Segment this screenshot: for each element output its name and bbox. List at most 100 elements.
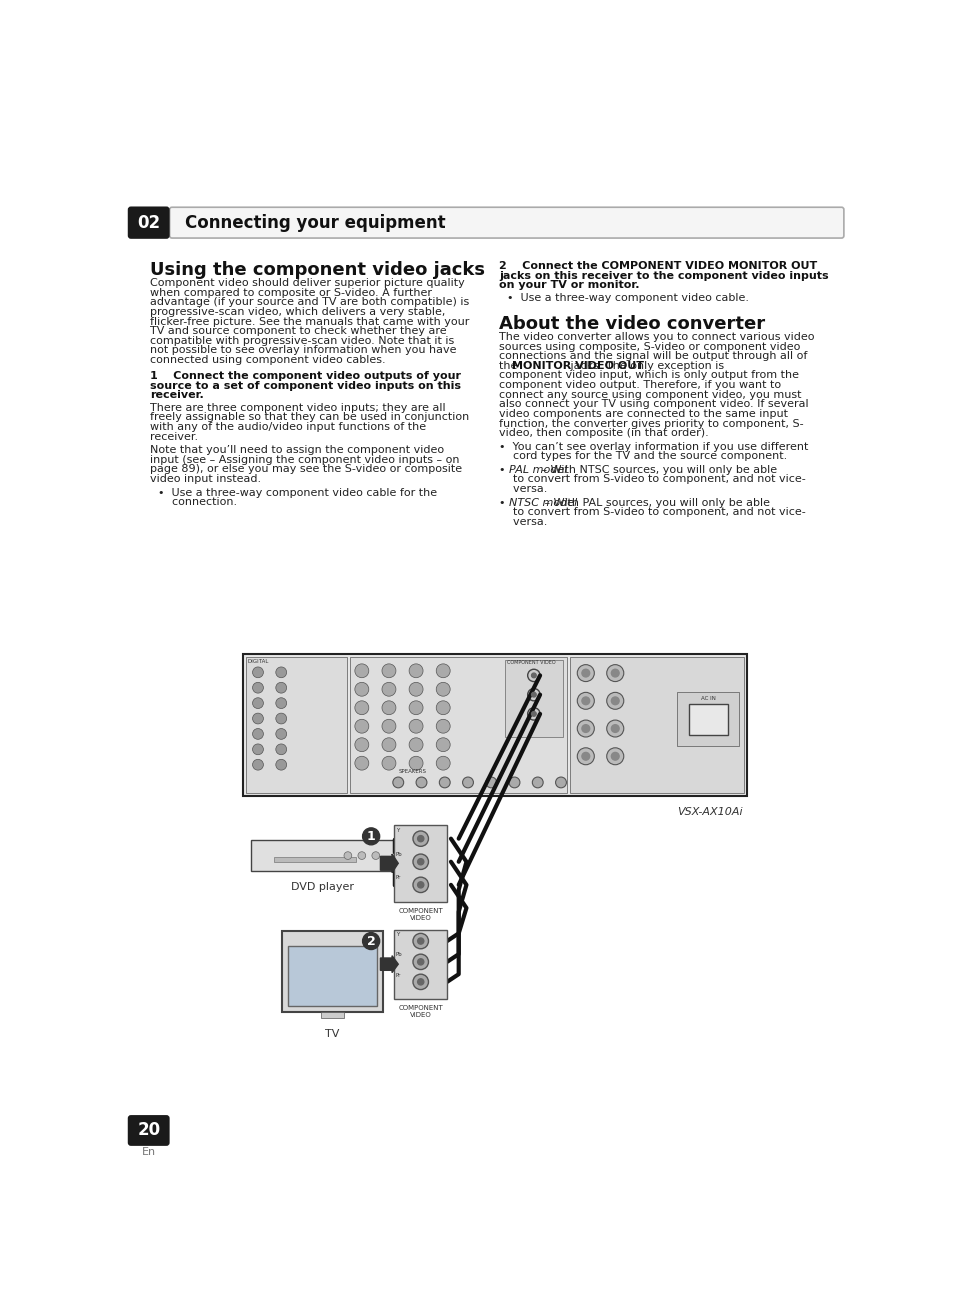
Text: AC IN: AC IN — [700, 696, 715, 701]
Text: Y: Y — [395, 931, 398, 937]
Text: •: • — [498, 498, 512, 507]
Circle shape — [381, 738, 395, 752]
Circle shape — [413, 933, 428, 948]
FancyArrow shape — [380, 854, 397, 872]
Text: connect any source using component video, you must: connect any source using component video… — [498, 390, 801, 400]
Circle shape — [417, 979, 423, 985]
Text: En: En — [141, 1148, 155, 1157]
Text: Pr: Pr — [395, 973, 401, 979]
Circle shape — [462, 777, 473, 787]
Bar — [282, 931, 382, 1011]
Text: the: the — [498, 360, 520, 371]
Circle shape — [413, 831, 428, 846]
Circle shape — [531, 693, 536, 697]
Text: – With NTSC sources, you will only be able: – With NTSC sources, you will only be ab… — [537, 465, 776, 474]
Circle shape — [417, 938, 423, 945]
Circle shape — [577, 748, 594, 765]
Text: receiver.: receiver. — [150, 432, 198, 441]
FancyBboxPatch shape — [128, 207, 170, 238]
Bar — [505, 660, 562, 738]
Text: sources using composite, S-video or component video: sources using composite, S-video or comp… — [498, 342, 800, 351]
Text: 2: 2 — [366, 934, 375, 947]
Circle shape — [509, 777, 519, 787]
Bar — [288, 946, 376, 1006]
Bar — [246, 656, 347, 794]
Circle shape — [253, 713, 263, 724]
Circle shape — [409, 719, 422, 734]
Circle shape — [275, 728, 286, 739]
Text: input (see – Assigning the component video inputs – on: input (see – Assigning the component vid… — [150, 455, 459, 465]
Circle shape — [381, 683, 395, 696]
Circle shape — [416, 777, 427, 787]
Text: NTSC model: NTSC model — [508, 498, 577, 507]
Circle shape — [417, 959, 423, 965]
Circle shape — [362, 933, 379, 950]
Circle shape — [555, 777, 566, 787]
Text: Note that you’ll need to assign the component video: Note that you’ll need to assign the comp… — [150, 445, 444, 455]
Circle shape — [372, 852, 379, 859]
Text: Pb: Pb — [395, 852, 402, 857]
Circle shape — [417, 836, 423, 842]
Text: flicker-free picture. See the manuals that came with your: flicker-free picture. See the manuals th… — [150, 317, 469, 326]
Circle shape — [606, 693, 623, 709]
Circle shape — [355, 664, 369, 677]
Text: cord types for the TV and the source component.: cord types for the TV and the source com… — [498, 452, 786, 461]
Text: page 89), or else you may see the S-video or composite: page 89), or else you may see the S-vide… — [150, 465, 462, 474]
Text: 1    Connect the component video outputs of your: 1 Connect the component video outputs of… — [150, 371, 460, 381]
Text: component video input, which is only output from the: component video input, which is only out… — [498, 371, 799, 380]
Text: versa.: versa. — [498, 485, 547, 494]
Text: Component video should deliver superior picture quality: Component video should deliver superior … — [150, 278, 464, 288]
Bar — [350, 656, 567, 794]
Text: function, the converter gives priority to component, S-: function, the converter gives priority t… — [498, 419, 802, 428]
Circle shape — [581, 724, 589, 732]
Circle shape — [581, 669, 589, 677]
Circle shape — [409, 683, 422, 696]
Bar — [251, 840, 394, 871]
Bar — [320, 1011, 344, 1018]
Text: progressive-scan video, which delivers a very stable,: progressive-scan video, which delivers a… — [150, 307, 445, 317]
Text: TV: TV — [325, 1028, 339, 1039]
Bar — [688, 703, 727, 735]
Circle shape — [355, 738, 369, 752]
Circle shape — [275, 713, 286, 724]
Bar — [394, 825, 447, 901]
Text: freely assignable so that they can be used in conjunction: freely assignable so that they can be us… — [150, 413, 469, 422]
Text: SPEAKERS: SPEAKERS — [397, 769, 426, 774]
Circle shape — [485, 777, 497, 787]
Circle shape — [611, 669, 618, 677]
Text: jacks on this receiver to the component video inputs: jacks on this receiver to the component … — [498, 271, 828, 280]
Circle shape — [527, 707, 539, 721]
Text: COMPONENT
VIDEO: COMPONENT VIDEO — [398, 908, 442, 921]
Bar — [274, 857, 355, 862]
Circle shape — [436, 664, 450, 677]
Text: connection.: connection. — [158, 498, 237, 507]
Bar — [243, 654, 746, 796]
Circle shape — [436, 683, 450, 696]
Circle shape — [436, 701, 450, 715]
Text: component video output. Therefore, if you want to: component video output. Therefore, if yo… — [498, 380, 781, 390]
Circle shape — [413, 854, 428, 870]
Bar — [570, 656, 743, 794]
Circle shape — [409, 664, 422, 677]
Circle shape — [436, 719, 450, 734]
Text: Using the component video jacks: Using the component video jacks — [150, 261, 485, 279]
Circle shape — [381, 756, 395, 770]
Text: compatible with progressive-scan video. Note that it is: compatible with progressive-scan video. … — [150, 335, 454, 346]
Circle shape — [253, 667, 263, 677]
Text: Y: Y — [395, 828, 398, 833]
Text: 1: 1 — [366, 829, 375, 842]
Text: There are three component video inputs; they are all: There are three component video inputs; … — [150, 403, 445, 413]
Text: DVD player: DVD player — [291, 882, 354, 892]
Text: connections and the signal will be output through all of: connections and the signal will be outpu… — [498, 351, 806, 362]
Text: PAL model: PAL model — [508, 465, 566, 474]
FancyArrow shape — [380, 956, 397, 972]
Text: 20: 20 — [137, 1121, 160, 1140]
Circle shape — [409, 756, 422, 770]
Circle shape — [577, 693, 594, 709]
Circle shape — [355, 683, 369, 696]
Text: connected using component video cables.: connected using component video cables. — [150, 355, 385, 365]
Circle shape — [606, 664, 623, 681]
Text: DIGITAL: DIGITAL — [248, 659, 269, 664]
Circle shape — [577, 721, 594, 738]
Text: 2    Connect the COMPONENT VIDEO MONITOR OUT: 2 Connect the COMPONENT VIDEO MONITOR OU… — [498, 261, 817, 271]
